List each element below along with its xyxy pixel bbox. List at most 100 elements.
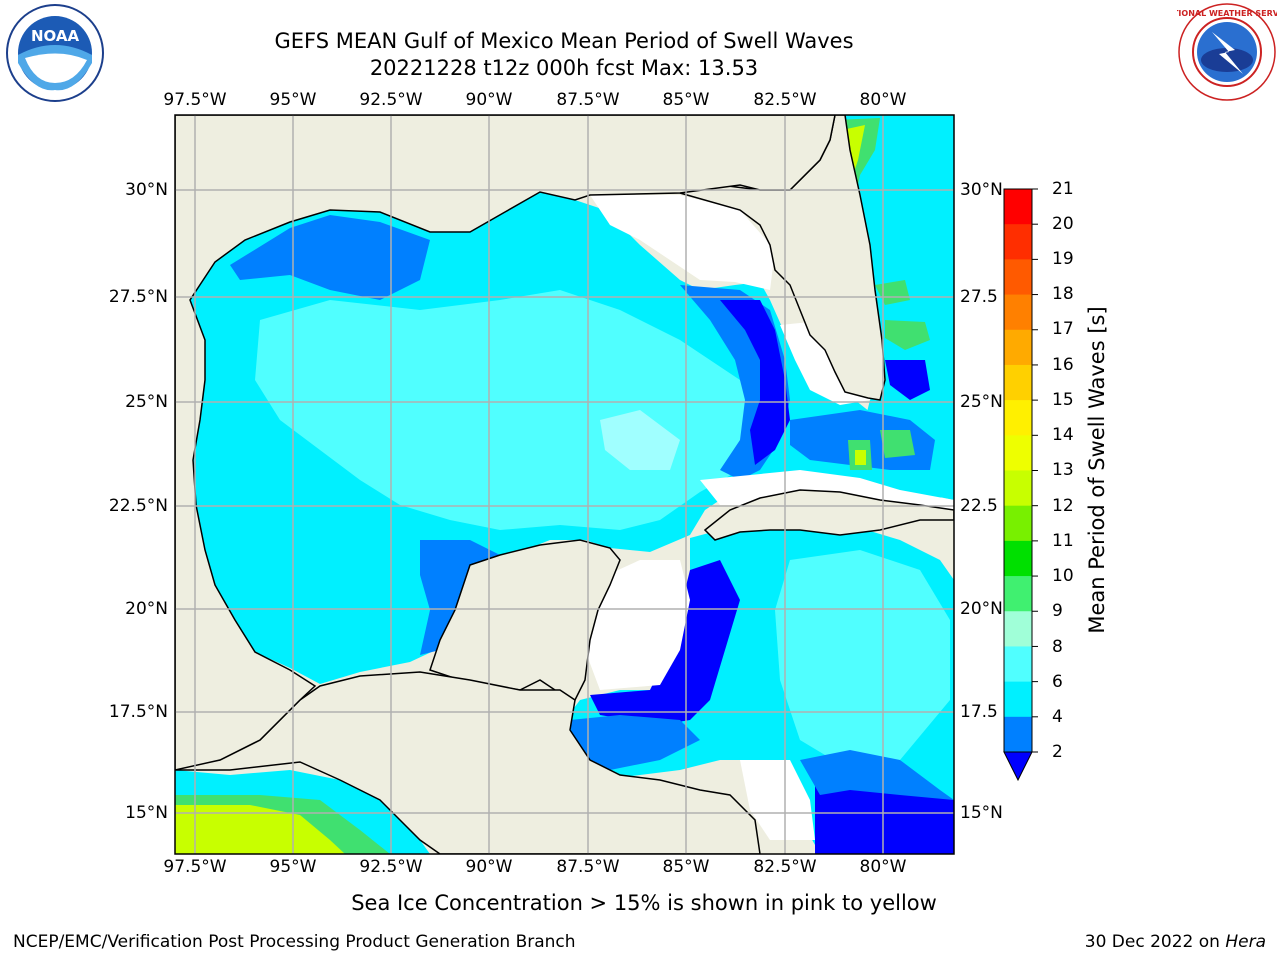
colorbar-segment (1004, 259, 1032, 296)
lon-label-top: 82.5°W (753, 90, 817, 110)
caption: Sea Ice Concentration > 15% is shown in … (351, 891, 937, 915)
lon-label-bottom: 87.5°W (556, 857, 620, 877)
caribbean-water-light (775, 550, 950, 770)
map-frame (174, 114, 955, 855)
caribbean-water-dark (590, 560, 740, 725)
lon-label-top: 97.5°W (163, 90, 227, 110)
lat-label-right: 15°N (960, 803, 1003, 823)
lon-label-top: 90°W (465, 90, 513, 110)
nws-logo: NATIONAL WEATHER SERVICE (1177, 3, 1277, 101)
colorbar-tick-label: 21 (1052, 179, 1074, 199)
colorbar-tick-label: 16 (1052, 355, 1074, 375)
colorbar-tick-label: 4 (1052, 707, 1063, 727)
map-subtitle: 20221228 t12z 000h fcst Max: 13.53 (369, 56, 759, 80)
colorbar-tick-label: 2 (1052, 742, 1063, 762)
colorbar-segment (1004, 224, 1032, 260)
lat-label-right: 25°N (960, 392, 1003, 412)
lat-label-right: 17.5 (960, 702, 998, 722)
lon-label-bottom: 80°W (859, 857, 907, 877)
bahamas-yellow-patch (855, 450, 866, 465)
caribbean-water-deep-sw (815, 770, 954, 854)
lon-label-bottom: 85°W (662, 857, 710, 877)
colorbar-segment (1004, 576, 1032, 612)
lon-label-top: 92.5°W (359, 90, 423, 110)
lat-label-left: 17.5°N (108, 702, 168, 722)
lat-label-right: 30°N (960, 180, 1003, 200)
colorbar-tick-label: 8 (1052, 637, 1063, 657)
lat-label-left: 27.5°N (108, 287, 168, 307)
lon-label-top: 95°W (269, 90, 317, 110)
gulf-water-dark-north (230, 215, 430, 300)
gulf-water-lighter (600, 410, 680, 470)
colorbar-tick-label: 12 (1052, 496, 1074, 516)
colorbar-segment (1004, 681, 1032, 718)
lon-label-bottom: 95°W (269, 857, 317, 877)
missing-zone-bigbend (590, 195, 775, 290)
caribbean-water-band (570, 715, 700, 770)
map-title: GEFS MEAN Gulf of Mexico Mean Period of … (274, 29, 854, 53)
colorbar-segment (1004, 540, 1032, 577)
caribbean-water-mid-sw (800, 750, 954, 800)
lat-label-left: 25°N (125, 392, 168, 412)
atlantic-water-field (845, 115, 954, 500)
colorbar-segment (1004, 400, 1032, 436)
map-gridlines (175, 115, 954, 854)
lat-label-left: 30°N (125, 180, 168, 200)
lon-label-top: 87.5°W (556, 90, 620, 110)
footer-date: 30 Dec 2022 on Hera (1085, 932, 1266, 952)
yucatan-landmass (429, 539, 621, 702)
nws-logo-text: NATIONAL WEATHER SERVICE (1177, 9, 1277, 18)
colorbar-tick-label: 20 (1052, 214, 1074, 234)
lat-label-left: 20°N (125, 599, 168, 619)
gulf-water-deep-east (720, 300, 790, 465)
mexico-west-coast-landmass (175, 115, 836, 771)
colorbar-segment (1004, 611, 1032, 647)
colorbar-segment (1004, 716, 1032, 753)
lon-label-bottom: 90°W (465, 857, 513, 877)
colorbar-tick-label: 9 (1052, 601, 1063, 621)
lat-label-left: 15°N (125, 803, 168, 823)
bahamas-green-patch-2 (880, 430, 915, 458)
colorbar-segment (1004, 505, 1032, 542)
colorbar-segment (1004, 470, 1032, 507)
lat-label-right: 27.5 (960, 287, 998, 307)
lon-label-bottom: 82.5°W (753, 857, 817, 877)
noaa-logo-text: NOAA (31, 27, 80, 45)
colorbar-tick-label: 15 (1052, 390, 1074, 410)
colorbar-title: Mean Period of Swell Waves [s] (1085, 306, 1109, 634)
lon-label-bottom: 92.5°W (359, 857, 423, 877)
missing-zone-yucatan (585, 560, 690, 690)
colorbar-tick-label: 19 (1052, 249, 1074, 269)
colorbar-tick-label: 13 (1052, 460, 1074, 480)
colorbar-tick-label: 14 (1052, 425, 1074, 445)
footer-date-text: 30 Dec 2022 on (1084, 932, 1226, 952)
colorbar-segment (1004, 646, 1032, 683)
missing-zone-honduras (740, 760, 815, 840)
colorbar (1003, 188, 1038, 782)
colorbar-segment (1004, 294, 1032, 331)
bahamas-deep-water (885, 360, 930, 400)
pacific-yellow-band (175, 805, 345, 854)
lon-label-top: 85°W (662, 90, 710, 110)
colorbar-tick-label: 10 (1052, 566, 1074, 586)
lon-label-top: 80°W (859, 90, 907, 110)
colorbar-segment (1004, 189, 1032, 225)
lat-label-right: 20°N (960, 599, 1003, 619)
colorbar-segment (1004, 329, 1032, 366)
colorbar-tick-label: 17 (1052, 319, 1074, 339)
lat-label-right: 22.5 (960, 496, 998, 516)
colorbar-extension (1003, 751, 1033, 782)
atlantic-green-spot-2 (885, 320, 930, 350)
footer-credit: NCEP/EMC/Verification Post Processing Pr… (13, 932, 576, 952)
cuba-landmass (703, 489, 954, 541)
colorbar-tick-label: 11 (1052, 531, 1074, 551)
colorbar-segment (1004, 364, 1032, 401)
noaa-logo: NOAA (6, 4, 104, 102)
lon-label-bottom: 97.5°W (163, 857, 227, 877)
colorbar-tick-label: 6 (1052, 672, 1063, 692)
colorbar-tick-label: 18 (1052, 284, 1074, 304)
footer-machine: Hera (1225, 932, 1266, 952)
colorbar-segment (1004, 435, 1032, 471)
lat-label-left: 22.5°N (108, 496, 168, 516)
